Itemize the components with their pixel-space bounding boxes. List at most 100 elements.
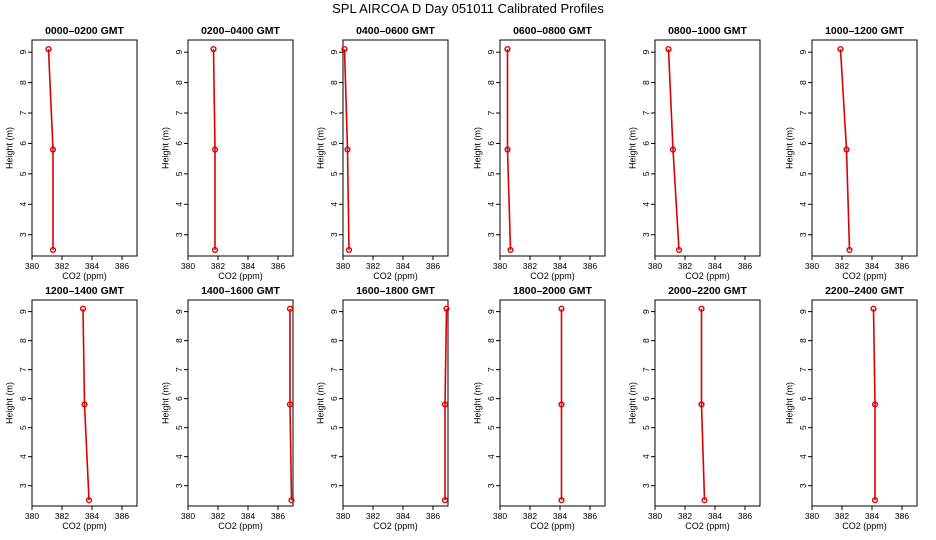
y-tick-label: 3 — [798, 483, 808, 488]
y-axis-label: Height (m) — [4, 382, 14, 424]
panel-title: 1400–1600 GMT — [201, 285, 280, 297]
x-tick-label: 382 — [366, 261, 380, 271]
y-tick-label: 7 — [174, 367, 184, 372]
x-tick-label: 380 — [648, 511, 662, 521]
y-tick-label: 9 — [18, 50, 28, 55]
panel-title: 1200–1400 GMT — [45, 285, 124, 297]
y-tick-label: 4 — [18, 202, 28, 207]
y-tick-label: 3 — [329, 483, 339, 488]
y-tick-label: 7 — [174, 110, 184, 115]
y-tick-label: 3 — [174, 232, 184, 237]
data-point — [443, 305, 450, 312]
y-tick-label: 8 — [486, 80, 496, 85]
panel-6: 1200–1400 GMT 380 382 384 386 CO2 (ppm) 3 4 5 6 7 8… — [4, 285, 138, 531]
x-tick-label: 384 — [865, 261, 879, 271]
x-axis-label: CO2 (ppm) — [218, 521, 263, 531]
data-point — [698, 305, 705, 312]
y-tick-label: 4 — [641, 202, 651, 207]
data-point — [211, 146, 219, 153]
x-tick-label: 380 — [336, 511, 350, 521]
x-tick-label: 382 — [678, 261, 692, 271]
x-tick-label: 386 — [426, 511, 440, 521]
x-axis-label: CO2 (ppm) — [530, 521, 575, 531]
y-tick-label: 7 — [486, 367, 496, 372]
y-tick-label: 9 — [174, 309, 184, 314]
y-tick-label: 4 — [329, 454, 339, 459]
plot-frame — [499, 39, 606, 257]
y-tick-label: 6 — [174, 396, 184, 401]
data-point — [286, 305, 294, 312]
x-tick-label: 384 — [708, 511, 722, 521]
y-tick-label: 9 — [174, 50, 184, 55]
x-tick-label: 384 — [85, 511, 99, 521]
y-tick-label: 7 — [798, 367, 808, 372]
x-tick-label: 382 — [523, 511, 537, 521]
x-tick-label: 380 — [805, 261, 819, 271]
x-axis-label: CO2 (ppm) — [373, 271, 418, 281]
y-tick-label: 9 — [486, 50, 496, 55]
y-axis-label: Height (m) — [627, 127, 637, 169]
x-tick-label: 382 — [835, 511, 849, 521]
data-point — [79, 305, 87, 312]
plot-frame — [342, 39, 449, 257]
x-tick-label: 380 — [493, 511, 507, 521]
panel-title: 0600–0800 GMT — [513, 25, 592, 37]
x-tick-label: 386 — [115, 261, 129, 271]
panel-4: 0800–1000 GMT 380 382 384 386 CO2 (ppm) 3 4 5 6 7 8… — [627, 25, 761, 281]
y-tick-label: 6 — [798, 396, 808, 401]
x-tick-label: 386 — [738, 261, 752, 271]
y-tick-label: 4 — [798, 454, 808, 459]
x-axis-label: CO2 (ppm) — [62, 521, 107, 531]
x-tick-label: 384 — [396, 511, 410, 521]
x-tick-label: 386 — [738, 511, 752, 521]
y-tick-label: 9 — [798, 309, 808, 314]
panel-title: 1600–1800 GMT — [356, 285, 435, 297]
x-tick-label: 382 — [211, 261, 225, 271]
data-point — [669, 146, 677, 153]
y-tick-label: 4 — [486, 202, 496, 207]
x-tick-label: 382 — [366, 511, 380, 521]
x-axis-label: CO2 (ppm) — [685, 521, 730, 531]
panel-0: 0000–0200 GMT 380 382 384 386 CO2 (ppm) 3 4 5 6 7 8… — [4, 25, 138, 281]
y-tick-label: 6 — [486, 396, 496, 401]
data-point — [558, 305, 565, 312]
x-tick-label: 384 — [241, 261, 255, 271]
y-axis-label: Height (m) — [472, 382, 482, 424]
profile-line — [444, 308, 448, 501]
panel-title: 0200–0400 GMT — [201, 25, 280, 37]
x-tick-label: 386 — [583, 261, 597, 271]
y-tick-label: 8 — [174, 80, 184, 85]
y-tick-label: 7 — [18, 367, 28, 372]
profile-line — [289, 308, 293, 501]
y-tick-label: 3 — [329, 232, 339, 237]
y-tick-label: 7 — [798, 110, 808, 115]
x-tick-label: 386 — [583, 511, 597, 521]
y-tick-label: 8 — [641, 338, 651, 343]
y-tick-label: 4 — [798, 202, 808, 207]
y-tick-label: 8 — [641, 80, 651, 85]
panel-title: 0400–0600 GMT — [356, 25, 435, 37]
x-tick-label: 380 — [493, 261, 507, 271]
plot-frame — [342, 299, 449, 507]
data-point — [675, 246, 683, 254]
data-point — [85, 497, 93, 504]
data-point — [288, 497, 295, 504]
data-point — [843, 146, 850, 153]
y-axis-label: Height (m) — [160, 127, 170, 169]
profile-line — [47, 49, 54, 250]
x-tick-label: 380 — [336, 261, 350, 271]
data-point — [286, 401, 294, 408]
y-tick-label: 8 — [798, 338, 808, 343]
y-tick-label: 3 — [486, 483, 496, 488]
y-tick-label: 5 — [486, 171, 496, 176]
x-tick-label: 386 — [426, 261, 440, 271]
x-tick-label: 382 — [678, 511, 692, 521]
x-tick-label: 382 — [55, 261, 69, 271]
x-tick-label: 382 — [211, 511, 225, 521]
y-tick-label: 7 — [641, 110, 651, 115]
profile-line — [212, 49, 216, 250]
y-tick-label: 4 — [174, 454, 184, 459]
y-tick-label: 6 — [18, 141, 28, 146]
y-tick-label: 5 — [18, 425, 28, 430]
y-tick-label: 8 — [329, 80, 339, 85]
